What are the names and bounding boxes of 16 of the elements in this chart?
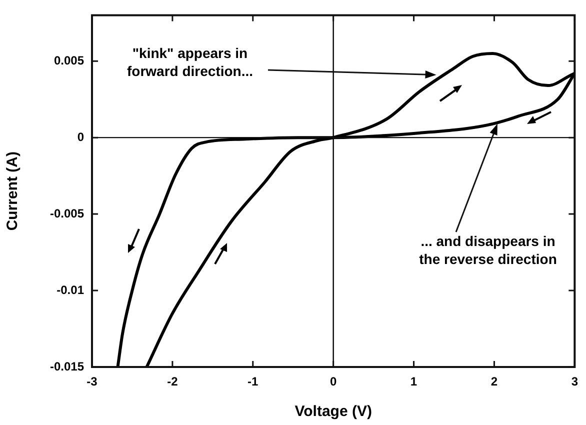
y-tick-label: 0 xyxy=(77,130,84,144)
annotation: "kink" appears in forward direction... xyxy=(126,45,254,79)
x-tick-label: 3 xyxy=(571,374,578,389)
y-tick-label: -0.01 xyxy=(56,282,84,297)
y-tick-label: -0.015 xyxy=(50,359,84,374)
x-tick-label: -2 xyxy=(167,374,178,389)
y-axis-title: Current (A) xyxy=(4,152,22,231)
x-tick-label: 0 xyxy=(330,374,337,389)
x-tick-label: 2 xyxy=(490,374,498,389)
annotation: ... and disappears in the reverse direction xyxy=(419,233,557,267)
x-tick-label: -1 xyxy=(248,374,259,389)
x-axis-title: Voltage (V) xyxy=(294,403,372,420)
x-tick-label: 1 xyxy=(410,374,418,389)
y-tick-label: -0.005 xyxy=(50,206,84,220)
x-tick-label: -3 xyxy=(86,374,98,389)
y-tick-label: 0.005 xyxy=(54,53,84,68)
